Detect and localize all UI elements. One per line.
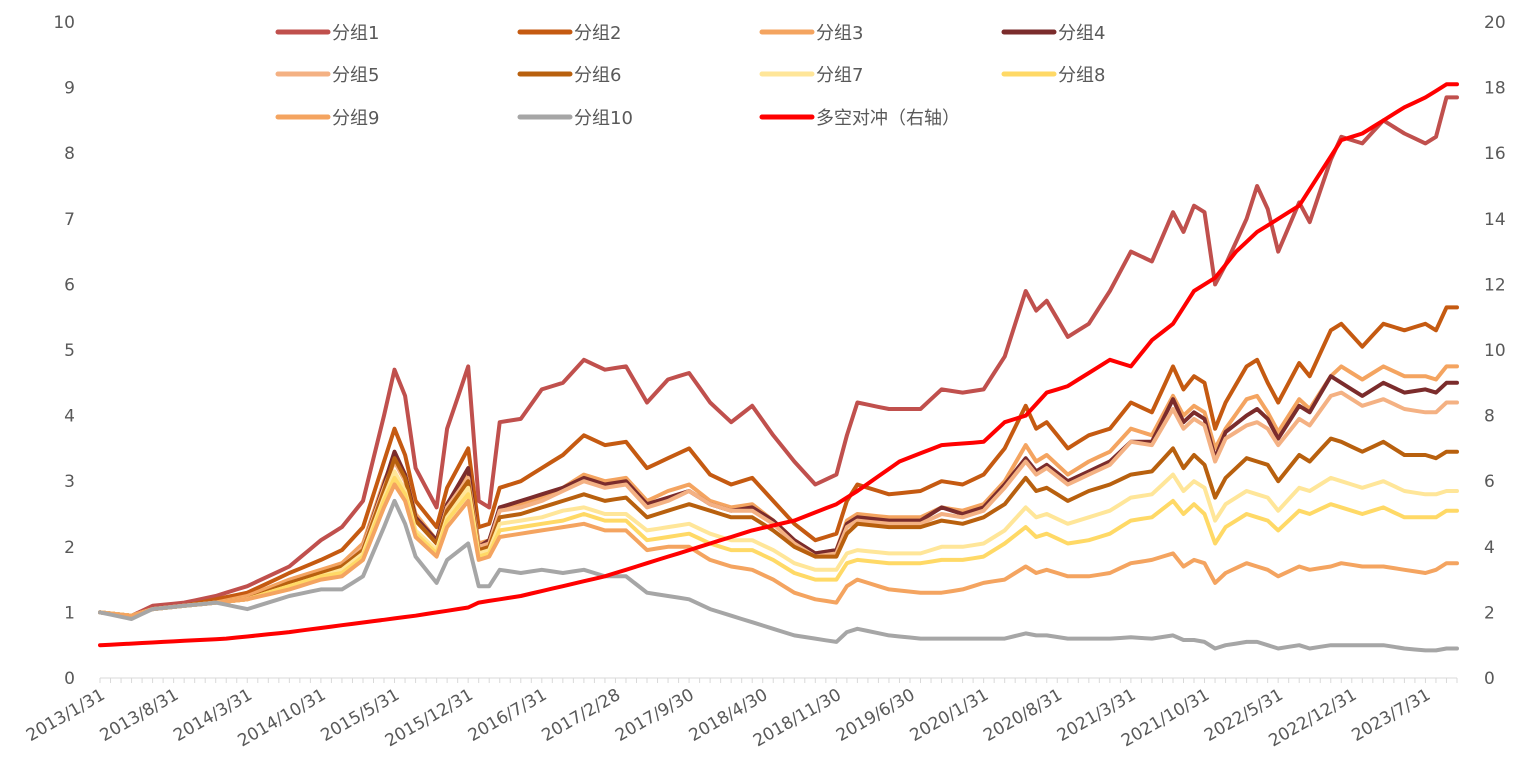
legend: 分组1 分组2 分组3 分组4 分组5 分组6 分组7 分组8 分组9 分组10 多空对冲（右轴）	[275, 23, 1105, 129]
y-right-tick-label: 18	[1484, 79, 1506, 99]
legend-item: 分组9	[275, 108, 379, 129]
x-tick-label: 2023/7/31	[1348, 685, 1433, 746]
legend-label: 分组1	[332, 23, 379, 44]
legend-label: 分组4	[1058, 23, 1105, 44]
legend-item: 多空对冲（右轴）	[759, 108, 960, 129]
legend-label: 分组8	[1058, 65, 1105, 86]
series-line-8	[98, 475, 1459, 618]
series-line-6	[98, 436, 1459, 618]
x-tick-label: 2020/1/31	[907, 685, 992, 746]
x-tick-label: 2020/8/31	[980, 685, 1065, 746]
x-tick-label: 2016/7/31	[465, 685, 550, 746]
y-right-tick-label: 10	[1484, 341, 1506, 361]
x-axis: 2013/1/312013/8/312014/3/312014/10/31201…	[23, 677, 1458, 751]
x-tick-label: 2019/6/30	[833, 685, 918, 746]
series-line-2	[98, 305, 1459, 618]
legend-label: 分组2	[574, 23, 621, 44]
plot-area	[98, 82, 1459, 653]
y-right-tick-label: 8	[1484, 407, 1495, 427]
y-right-tick-label: 20	[1484, 13, 1506, 33]
y-left-tick-label: 3	[64, 472, 75, 492]
x-tick-label: 2017/9/30	[612, 685, 697, 746]
y-left-tick-label: 10	[53, 13, 75, 33]
legend-item: 分组7	[759, 65, 863, 86]
x-tick-label: 2013/8/31	[97, 685, 182, 746]
y-left-tick-label: 1	[64, 603, 75, 623]
legend-item: 分组1	[275, 23, 379, 44]
legend-label: 分组7	[816, 65, 863, 86]
legend-label: 多空对冲（右轴）	[816, 108, 960, 129]
legend-label: 分组6	[574, 65, 621, 86]
series-line-9	[98, 482, 1459, 618]
legend-item: 分组3	[759, 23, 863, 44]
legend-label: 分组3	[816, 23, 863, 44]
y-right-tick-label: 2	[1484, 603, 1495, 623]
x-tick-label: 2017/2/28	[538, 685, 623, 746]
legend-item: 分组10	[517, 108, 633, 129]
y-right-tick-label: 12	[1484, 275, 1506, 295]
y-right-tick-label: 14	[1484, 210, 1506, 230]
legend-item: 分组6	[517, 65, 621, 86]
x-tick-label: 2013/1/31	[23, 685, 108, 746]
legend-item: 分组4	[1001, 23, 1105, 44]
legend-item: 分组2	[517, 23, 621, 44]
legend-item: 分组5	[275, 65, 379, 86]
y-axis-right: 0 2 4 6 8 10 12 14 16 18 20	[1484, 13, 1506, 689]
y-left-tick-label: 2	[64, 538, 75, 558]
y-left-tick-label: 6	[64, 275, 75, 295]
y-right-tick-label: 16	[1484, 144, 1506, 164]
y-left-tick-label: 8	[64, 144, 75, 164]
series-line-10	[98, 498, 1459, 653]
y-right-tick-label: 4	[1484, 538, 1495, 558]
series-line-1	[98, 95, 1459, 618]
y-left-tick-label: 0	[64, 669, 75, 689]
legend-item: 分组8	[1001, 65, 1105, 86]
y-left-tick-label: 4	[64, 407, 75, 427]
y-right-tick-label: 0	[1484, 669, 1495, 689]
y-left-tick-label: 5	[64, 341, 75, 361]
y-right-tick-label: 6	[1484, 472, 1495, 492]
y-left-tick-label: 7	[64, 210, 75, 230]
y-left-tick-label: 9	[64, 79, 75, 99]
legend-label: 分组9	[332, 108, 379, 129]
series-line-11	[98, 82, 1459, 648]
legend-label: 分组5	[332, 65, 379, 86]
legend-label: 分组10	[574, 108, 633, 129]
y-axis-left: 0 1 2 3 4 5 6 7 8 9 10	[53, 13, 75, 689]
